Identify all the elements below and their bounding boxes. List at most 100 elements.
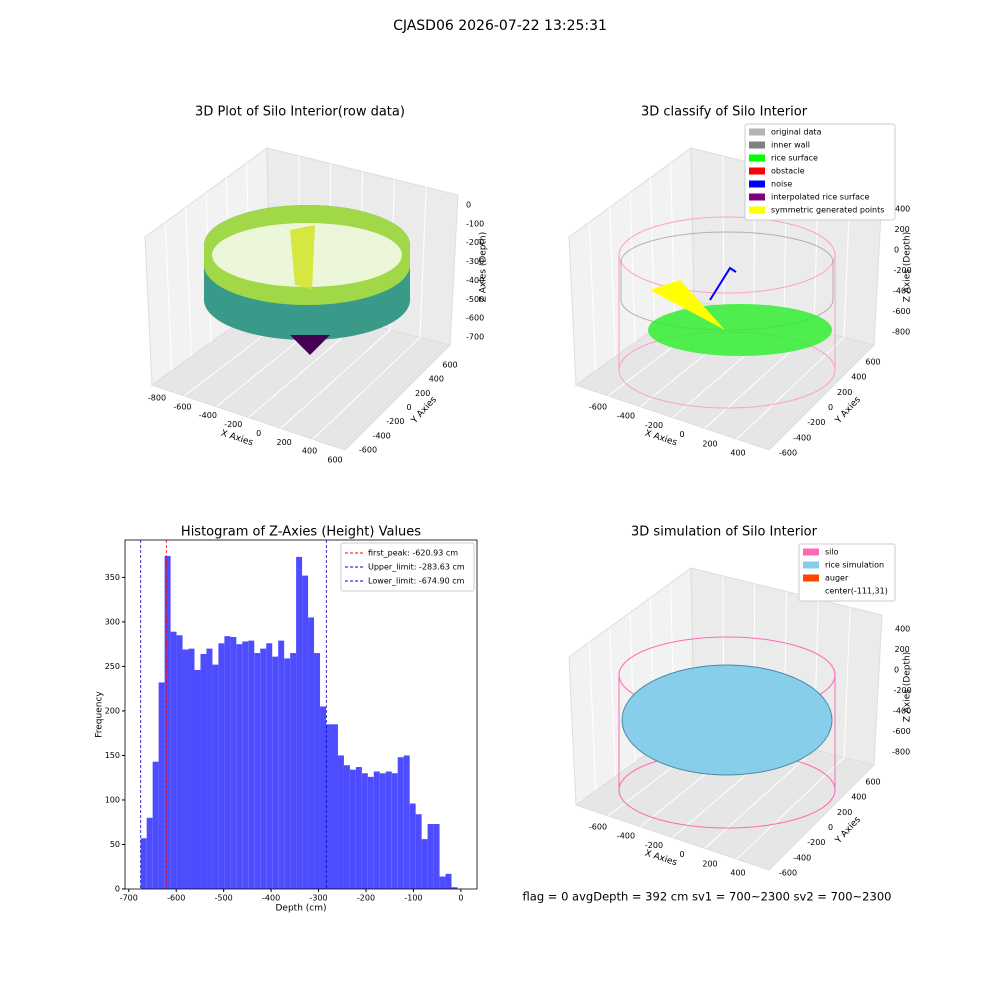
histogram-bar [290,653,297,889]
panel-title: 3D Plot of Silo Interior(row data) [195,105,405,120]
pane-grid [629,192,636,343]
x-tick-label: -600 [173,402,191,411]
legend-label: auger [825,574,849,583]
y-tick-label: 50 [110,840,120,849]
y-tick-label: -600 [779,449,797,458]
y-tick-label: -400 [793,853,811,862]
z-tick-label: -200 [894,266,912,275]
histogram-bar [433,824,440,889]
x-tick-label: -200 [645,421,663,430]
axes-3d: 3D classify of Silo Interior -600 -400 -200… [568,105,913,458]
histogram-bar [140,838,147,889]
y-tick-label: 150 [105,751,120,760]
histogram-bar [200,653,207,889]
y-tick-label: 100 [105,795,120,804]
legend-label: rice surface [771,154,818,163]
y-tick-label: -200 [807,418,825,427]
legend-swatch [803,574,819,582]
pane-grid [588,222,597,371]
histogram-bar [326,724,332,889]
pane-grid [609,207,616,357]
y-tick-label: 200 [837,388,852,397]
x-tick-label: 0 [679,430,684,439]
legend-swatch [749,180,765,188]
x-tick-label: -700 [120,894,138,903]
chart-title: Histogram of Z-Axies (Height) Values [181,525,421,540]
y-tick-label: 400 [851,373,866,382]
z-tick-label: 200 [895,645,910,654]
x-tick-label: 400 [730,869,745,878]
z-tick-label: 400 [895,625,910,634]
histogram-bar [272,656,279,889]
z-tick-label: 400 [895,205,910,214]
y-tick-label: -200 [807,838,825,847]
z-axis-label: Z Axies (Depth) [479,232,489,303]
z-tick-label: -200 [466,238,484,247]
histogram-bar [224,636,231,889]
histogram-bar [367,776,374,889]
x-tick-label: -800 [148,394,166,403]
noise [709,266,737,301]
histogram-bar [451,887,458,889]
histogram-bar [409,803,416,889]
legend-label: Upper_limit: -283.63 cm [368,563,465,572]
pane-grid [704,749,815,849]
z-tick-label: -400 [893,287,911,296]
y-axis-label: Y Axies [833,395,863,427]
symmetric-points [650,280,725,330]
histogram-bar [266,643,273,889]
histogram-bar [314,653,321,889]
z-tick-label: 0 [894,246,899,255]
x-tick-label: 200 [702,439,717,448]
legend-label: Lower_limit: -674.90 cm [368,577,465,586]
pane-grid [419,187,427,338]
y-tick-label: -400 [793,433,811,442]
legend-label: first_peak: -620.93 cm [368,549,458,558]
x-axis-label: X Axies [643,849,678,869]
pane-grid [588,642,597,791]
x-tick-label: -600 [589,403,607,412]
panel-title: 3D classify of Silo Interior [641,105,808,120]
y-tick-label: -600 [779,869,797,878]
histogram-bar [242,641,249,889]
y-tick-label: 250 [105,662,120,671]
y-tick-label: -200 [386,417,404,426]
z-axis-label: Z Axies (Depth) [903,652,913,723]
histogram-bar [164,556,171,889]
z-tick-label: -800 [892,328,910,337]
z-tick-label: -400 [466,276,484,285]
histogram-bar [308,617,315,889]
pane-grid [185,207,192,357]
y-tick-label: 600 [865,778,880,787]
x-tick-label: -400 [617,832,635,841]
y-axis-label: Frequency [95,691,105,738]
y-tick-label: 400 [851,793,866,802]
x-tick-label: 400 [302,447,317,456]
legend-label: symmetric generated points [771,206,884,215]
pane-grid [649,177,656,329]
y-tick-label: 350 [105,573,120,582]
z-tick-label: -300 [466,257,484,266]
histogram-bar [212,664,219,889]
legend-label: original data [771,128,822,137]
plot-frame [124,539,478,890]
y-tick-label: 400 [429,375,444,384]
axes-3d: 3D simulation of Silo Interior -600 -400 -2… [568,525,913,878]
z-tick-label: -600 [893,727,911,736]
histogram-bar [176,635,183,889]
histogram-bar [421,839,428,889]
x-tick-label: 0 [679,850,684,859]
pane-grid [248,322,361,418]
x-axis-label: X Axies [219,429,254,449]
histogram-bar [403,755,410,889]
histogram-bar [379,773,386,889]
x-tick-label: -200 [645,841,663,850]
y-tick-label: -400 [373,431,391,440]
y-tick-label: 0 [828,823,833,832]
z-tick-label: -600 [893,307,911,316]
histogram-bar [361,773,368,889]
legend-swatch [749,128,765,136]
x-tick-label: -500 [215,894,233,903]
histogram-bar [170,631,177,889]
y-tick-label: 0 [406,403,411,412]
